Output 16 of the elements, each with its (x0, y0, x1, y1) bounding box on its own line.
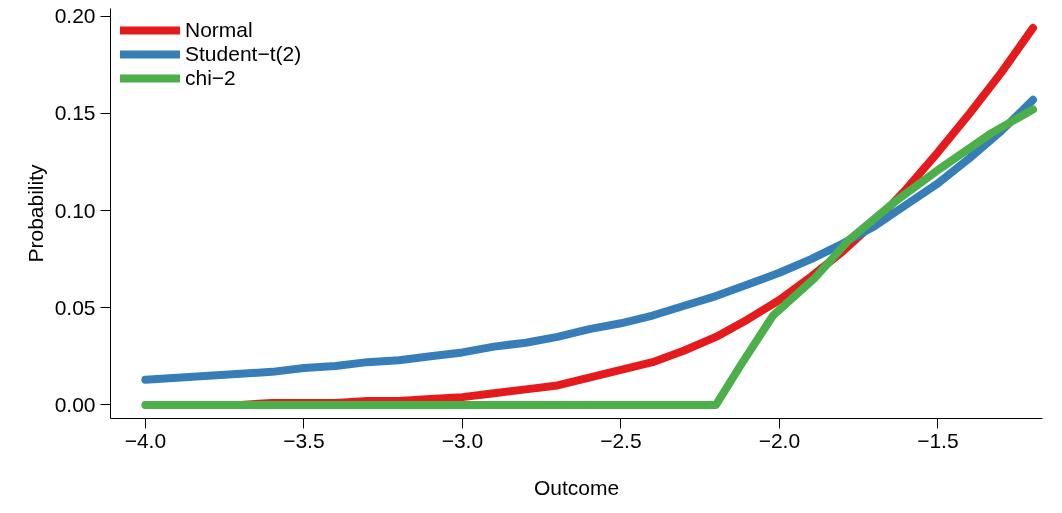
y-axis-title: Probability (23, 163, 47, 263)
x-tick-label: −3.5 (283, 428, 325, 452)
legend-label: chi−2 (185, 66, 236, 90)
x-tick-label: −2.0 (758, 428, 801, 452)
y-tick-label: 0.15 (54, 101, 96, 125)
x-axis-title: Outcome (533, 475, 620, 499)
y-tick-label: 0.20 (54, 4, 96, 28)
legend-label: Student−t(2) (185, 42, 302, 66)
y-tick-label: 0.05 (54, 295, 96, 319)
x-tick-label: −4.0 (124, 428, 167, 452)
x-tick-label: −3.0 (441, 428, 484, 452)
x-tick-label: −2.5 (600, 428, 642, 452)
y-tick-label: 0.00 (54, 392, 96, 416)
x-tick-label: −1.5 (917, 428, 959, 452)
legend-label: Normal (185, 18, 253, 42)
y-tick-label: 0.10 (54, 198, 96, 222)
